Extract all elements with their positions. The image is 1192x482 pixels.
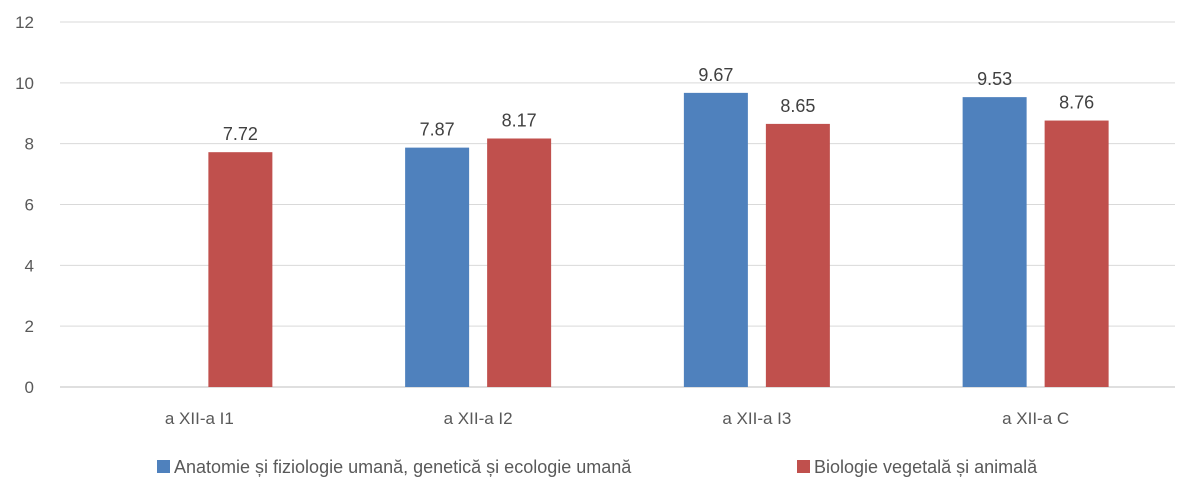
bar xyxy=(405,147,470,387)
legend-label: Biologie vegetală și animală xyxy=(814,457,1038,477)
y-axis: 0 2 4 6 8 10 12 xyxy=(15,13,34,397)
y-tick-label: 4 xyxy=(25,256,34,275)
x-tick-label: a XII-a I2 xyxy=(444,409,513,428)
x-tick-label: a XII-a I1 xyxy=(165,409,234,428)
bar xyxy=(765,123,830,387)
y-tick-label: 10 xyxy=(15,74,34,93)
data-label: 7.87 xyxy=(420,120,455,140)
legend-label: Anatomie și fiziologie umană, genetică ș… xyxy=(174,457,632,477)
y-tick-label: 8 xyxy=(25,135,34,154)
data-label: 9.53 xyxy=(977,69,1012,89)
bar xyxy=(487,138,552,387)
data-label: 8.17 xyxy=(502,110,537,130)
data-label: 7.72 xyxy=(223,124,258,144)
legend-swatch xyxy=(157,460,170,473)
data-label: 8.76 xyxy=(1059,93,1094,113)
bars xyxy=(208,92,1109,388)
data-labels: 7.72 7.87 8.17 9.67 8.65 9.53 8.76 xyxy=(223,65,1094,144)
y-tick-label: 6 xyxy=(25,196,34,215)
x-tick-label: a XII-a C xyxy=(1002,409,1069,428)
legend-swatch xyxy=(797,460,810,473)
bar xyxy=(208,152,273,387)
y-tick-label: 0 xyxy=(25,378,34,397)
legend: Anatomie și fiziologie umană, genetică ș… xyxy=(157,457,1038,477)
bar xyxy=(1044,120,1109,388)
x-tick-label: a XII-a I3 xyxy=(722,409,791,428)
data-label: 9.67 xyxy=(698,65,733,85)
y-tick-label: 2 xyxy=(25,317,34,336)
x-axis: a XII-a I1 a XII-a I2 a XII-a I3 a XII-a C xyxy=(165,409,1069,428)
bar xyxy=(962,97,1027,388)
y-tick-label: 12 xyxy=(15,13,34,32)
data-label: 8.65 xyxy=(780,96,815,116)
bar xyxy=(683,92,748,387)
